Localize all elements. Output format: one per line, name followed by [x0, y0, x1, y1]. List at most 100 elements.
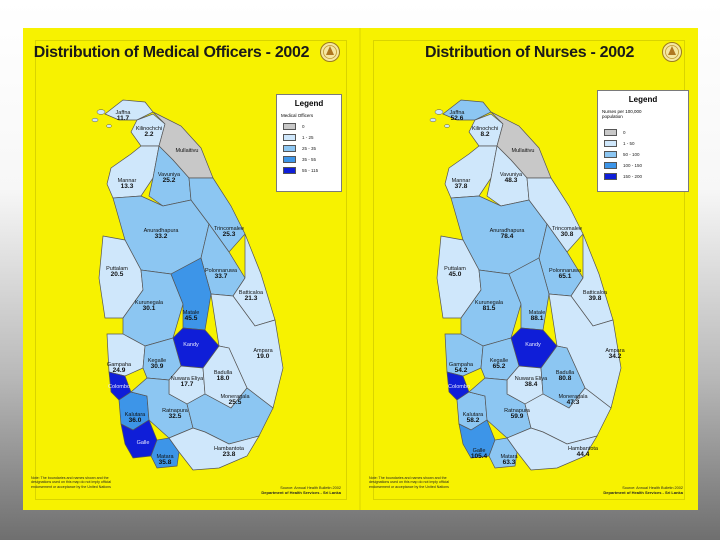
- district-label-polonnaruwa: Polonnaruwa 33.7: [205, 268, 237, 280]
- district-trincomalee: [526, 177, 584, 253]
- district-value: 88.1: [530, 315, 544, 322]
- nurses-map-panel: Distribution of Nurses - 2002 Legend Nur…: [361, 28, 698, 510]
- district-label-trincomalee: Trincomalee 30.8: [552, 226, 582, 238]
- district-name: Kegalle: [147, 358, 167, 364]
- district-label-kandy: Kandy: [183, 342, 199, 348]
- legend-class: 100 - 150: [604, 162, 660, 170]
- legend-swatch: [283, 134, 296, 141]
- district-name: Kandy: [183, 342, 199, 348]
- district-value: 47.3: [566, 399, 580, 406]
- legend-class: 0: [283, 123, 339, 131]
- district-label-polonnaruwa: Polonnaruwa 65.1: [549, 268, 581, 280]
- map-legend: Legend Medical Officers 0 1 - 25 25 - 35 35…: [276, 94, 342, 192]
- district-value: 54.2: [454, 367, 468, 374]
- district-name: Kegalle: [489, 358, 509, 364]
- district-map: [429, 99, 622, 471]
- district-name: Matale: [182, 310, 200, 316]
- map-source: Source: Annual Health Bulletin 2002 Depa…: [231, 486, 341, 495]
- district-label-kurunegala: Kurunegala 30.1: [135, 300, 163, 312]
- district-value: 17.7: [180, 381, 194, 388]
- district-value: 2.2: [144, 131, 154, 138]
- legend-subtitle: Nurses per 100,000 population: [602, 109, 642, 119]
- district-value: 18.0: [216, 375, 230, 382]
- map-note: Note: The boundaries and names shown and…: [31, 476, 112, 489]
- map-source: Source: Annual Health Bulletin 2002 Depa…: [573, 486, 683, 495]
- district-name: Moneragala: [558, 394, 588, 400]
- district-name: Mannar: [117, 178, 137, 184]
- district-value: 37.8: [454, 183, 468, 190]
- district-name: Hambantota: [568, 446, 598, 452]
- district-name: Ratnapura: [504, 408, 530, 414]
- district-name: Batticaloa: [582, 290, 608, 296]
- legend-label: 50 - 100: [623, 152, 640, 157]
- district-label-kilinochchi: Kilinochchi 8.2: [472, 126, 498, 138]
- district-label-badulla: Badulla 18.0: [214, 370, 232, 382]
- district-label-moneragala: Moneragala 25.5: [220, 394, 249, 406]
- district-value: 25.2: [162, 177, 176, 184]
- sri-lanka-emblem-icon: [320, 42, 340, 62]
- legend-swatch: [604, 129, 617, 136]
- district-label-ratnapura: Ratnapura 59.9: [504, 408, 530, 420]
- slide: Distribution of Medical Officers - 2002 …: [23, 28, 698, 510]
- district-label-mannar: Mannar 13.3: [118, 178, 137, 190]
- legend-label: 35 - 55: [302, 157, 317, 162]
- island-2: [106, 124, 112, 128]
- district-label-hambantota: Hambantota 44.4: [568, 446, 598, 458]
- island-2: [444, 124, 450, 128]
- district-label-gampaha: Gampaha 24.9: [107, 362, 131, 374]
- map-title: Distribution of Medical Officers - 2002: [33, 44, 310, 61]
- district-name: Matale: [528, 310, 546, 316]
- district-value: 32.5: [168, 413, 182, 420]
- legend-class: 35 - 55: [283, 156, 339, 164]
- district-label-mullaitivu: Mullaitivu: [512, 148, 535, 154]
- district-value: 78.4: [500, 233, 514, 240]
- district-name: Mannar: [451, 178, 471, 184]
- district-name: Polonnaruwa: [204, 268, 238, 274]
- district-value: 45.5: [184, 315, 198, 322]
- district-value: 65.1: [558, 273, 572, 280]
- district-name: Trincomalee: [551, 226, 583, 232]
- district-name: Matara: [156, 454, 174, 460]
- legend-class: 150 - 200: [604, 173, 660, 181]
- map-title: Distribution of Nurses - 2002: [424, 44, 635, 61]
- district-name: Hambantota: [214, 446, 244, 452]
- district-value: 11.7: [116, 115, 130, 122]
- map-frame: [35, 40, 347, 500]
- panel-divider: [359, 28, 361, 510]
- district-value: 8.2: [480, 131, 490, 138]
- district-name: Colombo: [447, 384, 471, 390]
- district-label-galle: Galle: [137, 440, 150, 446]
- district-label-ratnapura: Ratnapura 32.5: [162, 408, 188, 420]
- district-name: Vavuniya: [157, 172, 181, 178]
- district-label-matara: Matara 35.8: [156, 454, 173, 466]
- district-label-batticaloa: Batticaloa 21.3: [239, 290, 263, 302]
- district-name: Kilinochchi: [135, 126, 163, 132]
- district-label-kilinochchi: Kilinochchi 2.2: [136, 126, 162, 138]
- district-value: 25.3: [222, 231, 236, 238]
- district-name: Polonnaruwa: [548, 268, 582, 274]
- district-name: Ampara: [605, 348, 625, 354]
- legend-label: 1 - 25: [302, 135, 314, 140]
- district-label-matale: Matale 45.5: [183, 310, 200, 322]
- district-label-trincomalee: Trincomalee 25.3: [214, 226, 244, 238]
- legend-swatch: [604, 140, 617, 147]
- legend-label: 1 - 50: [623, 141, 635, 146]
- district-label-matara: Matara 63.3: [500, 454, 517, 466]
- district-label-kurunegala: Kurunegala 81.5: [475, 300, 503, 312]
- district-label-jaffna: Jaffna 11.7: [116, 110, 131, 122]
- district-label-puttalam: Puttalam 45.0: [444, 266, 466, 278]
- district-label-galle: Galle 105.4: [471, 448, 487, 460]
- legend-class: 25 - 35: [283, 145, 339, 153]
- district-value: 34.2: [608, 353, 622, 360]
- legend-swatch: [604, 151, 617, 158]
- district-label-kalutara: Kalutara 36.0: [125, 412, 146, 424]
- district-name: Moneragala: [220, 394, 250, 400]
- district-label-nuwara-eliya: Nuwara Eliya 17.7: [171, 376, 203, 388]
- district-value: 30.9: [150, 363, 164, 370]
- source-line: Source: Annual Health Bulletin 2002: [280, 486, 341, 490]
- district-value: 23.8: [222, 451, 236, 458]
- district-label-moneragala: Moneragala 47.3: [558, 394, 587, 406]
- district-name: Gampaha: [106, 362, 132, 368]
- legend-title: Legend: [294, 99, 324, 108]
- source-line: Source: Annual Health Bulletin 2002: [622, 486, 683, 490]
